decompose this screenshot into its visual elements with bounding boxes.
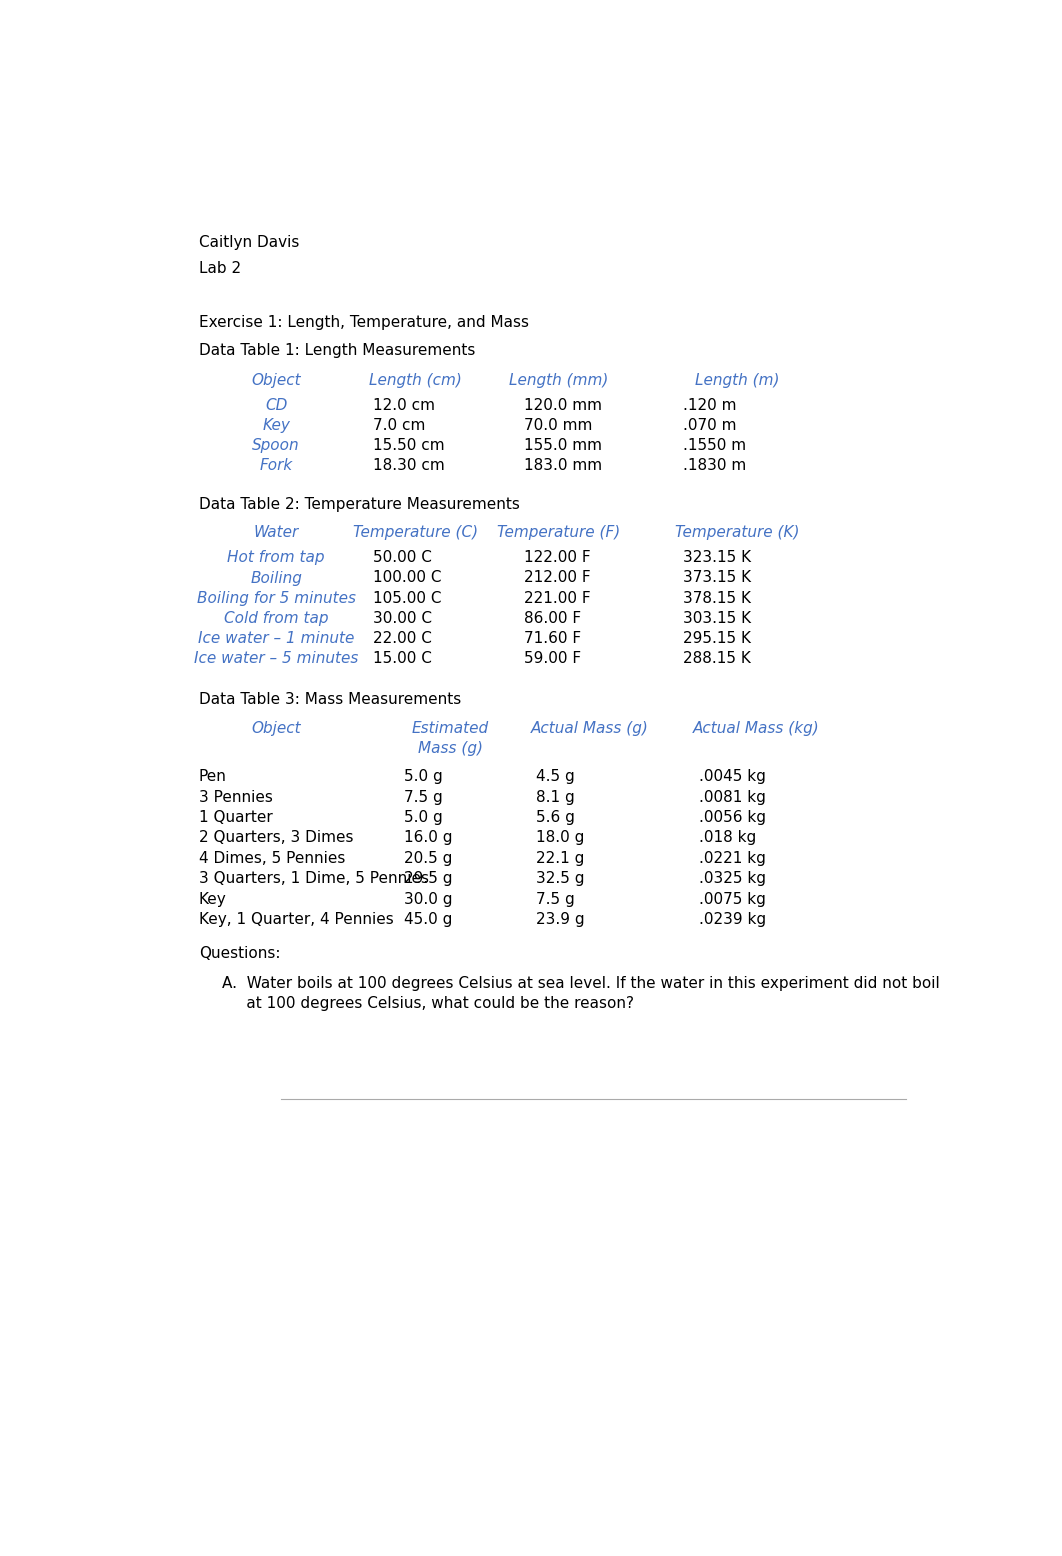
Text: 100.00 C: 100.00 C [373,571,442,585]
Text: 32.5 g: 32.5 g [535,871,584,887]
Text: .120 m: .120 m [683,398,737,412]
Text: Key: Key [262,419,290,433]
Text: Object: Object [252,373,301,389]
Text: 212.00 F: 212.00 F [525,571,590,585]
Text: 3 Pennies: 3 Pennies [199,789,273,804]
Text: 59.00 F: 59.00 F [525,650,581,666]
Text: Length (cm): Length (cm) [370,373,462,389]
Text: Exercise 1: Length, Temperature, and Mass: Exercise 1: Length, Temperature, and Mas… [199,314,529,330]
Text: .0239 kg: .0239 kg [699,912,766,927]
Text: Pen: Pen [199,769,226,784]
Text: .0081 kg: .0081 kg [699,789,766,804]
Text: .018 kg: .018 kg [699,831,756,845]
Text: 295.15 K: 295.15 K [683,630,751,646]
Text: 303.15 K: 303.15 K [683,610,751,626]
Text: .0325 kg: .0325 kg [699,871,766,887]
Text: 323.15 K: 323.15 K [683,551,751,565]
Text: Length (m): Length (m) [695,373,780,389]
Text: 50.00 C: 50.00 C [373,551,432,565]
Text: 23.9 g: 23.9 g [535,912,584,927]
Text: 12.0 cm: 12.0 cm [373,398,435,412]
Text: Key, 1 Quarter, 4 Pennies: Key, 1 Quarter, 4 Pennies [199,912,393,927]
Text: 221.00 F: 221.00 F [525,591,590,605]
Text: 22.1 g: 22.1 g [535,851,584,865]
Text: 86.00 F: 86.00 F [525,610,581,626]
Text: Fork: Fork [259,457,293,473]
Text: 7.5 g: 7.5 g [535,892,575,907]
Text: 288.15 K: 288.15 K [683,650,751,666]
Text: 45.0 g: 45.0 g [404,912,452,927]
Text: 5.0 g: 5.0 g [404,769,443,784]
Text: Key: Key [199,892,226,907]
Text: Spoon: Spoon [253,439,299,453]
Text: .070 m: .070 m [683,419,737,433]
Text: Object: Object [252,722,301,736]
Text: Data Table 3: Mass Measurements: Data Table 3: Mass Measurements [199,692,461,706]
Text: 155.0 mm: 155.0 mm [525,439,602,453]
Text: 120.0 mm: 120.0 mm [525,398,602,412]
Text: 22.00 C: 22.00 C [373,630,432,646]
Text: Estimated: Estimated [412,722,490,736]
Text: CD: CD [264,398,288,412]
Text: 183.0 mm: 183.0 mm [525,457,602,473]
Text: .0075 kg: .0075 kg [699,892,766,907]
Text: at 100 degrees Celsius, what could be the reason?: at 100 degrees Celsius, what could be th… [222,996,634,1010]
Text: 5.6 g: 5.6 g [535,811,575,825]
Text: Actual Mass (g): Actual Mass (g) [531,722,649,736]
Text: .1550 m: .1550 m [683,439,747,453]
Text: Data Table 1: Length Measurements: Data Table 1: Length Measurements [199,342,475,358]
Text: .0056 kg: .0056 kg [699,811,766,825]
Text: Lab 2: Lab 2 [199,261,241,275]
Text: 378.15 K: 378.15 K [683,591,751,605]
Text: 2 Quarters, 3 Dimes: 2 Quarters, 3 Dimes [199,831,354,845]
Text: Ice water – 1 minute: Ice water – 1 minute [198,630,355,646]
Text: 18.30 cm: 18.30 cm [373,457,445,473]
Text: 5.0 g: 5.0 g [404,811,443,825]
Text: Questions:: Questions: [199,946,280,962]
Text: 373.15 K: 373.15 K [683,571,751,585]
Text: 122.00 F: 122.00 F [525,551,590,565]
Text: Caitlyn Davis: Caitlyn Davis [199,235,299,251]
Text: 30.0 g: 30.0 g [404,892,452,907]
Text: 30.00 C: 30.00 C [373,610,432,626]
Text: 70.0 mm: 70.0 mm [525,419,593,433]
Text: 4 Dimes, 5 Pennies: 4 Dimes, 5 Pennies [199,851,345,865]
Text: Length (mm): Length (mm) [510,373,609,389]
Text: 15.50 cm: 15.50 cm [373,439,445,453]
Text: Cold from tap: Cold from tap [224,610,328,626]
Text: .0045 kg: .0045 kg [699,769,766,784]
Text: 20.5 g: 20.5 g [404,851,452,865]
Text: 18.0 g: 18.0 g [535,831,584,845]
Text: 7.5 g: 7.5 g [404,789,443,804]
Text: Actual Mass (kg): Actual Mass (kg) [693,722,820,736]
Text: .1830 m: .1830 m [683,457,747,473]
Text: Temperature (K): Temperature (K) [675,524,800,540]
Text: 105.00 C: 105.00 C [373,591,442,605]
Text: Water: Water [254,524,298,540]
Text: Boiling for 5 minutes: Boiling for 5 minutes [196,591,356,605]
Text: A.  Water boils at 100 degrees Celsius at sea level. If the water in this experi: A. Water boils at 100 degrees Celsius at… [222,976,940,991]
Text: Data Table 2: Temperature Measurements: Data Table 2: Temperature Measurements [199,496,519,512]
Text: 71.60 F: 71.60 F [525,630,581,646]
Text: 7.0 cm: 7.0 cm [373,419,426,433]
Text: 16.0 g: 16.0 g [404,831,452,845]
Text: 8.1 g: 8.1 g [535,789,575,804]
Text: Hot from tap: Hot from tap [227,551,325,565]
Text: 3 Quarters, 1 Dime, 5 Pennies: 3 Quarters, 1 Dime, 5 Pennies [199,871,429,887]
Text: 15.00 C: 15.00 C [373,650,432,666]
Text: Temperature (F): Temperature (F) [497,524,620,540]
Text: Temperature (C): Temperature (C) [353,524,478,540]
Text: Ice water – 5 minutes: Ice water – 5 minutes [194,650,358,666]
Text: Mass (g): Mass (g) [418,742,483,756]
Text: 29.5 g: 29.5 g [404,871,452,887]
Text: 1 Quarter: 1 Quarter [199,811,272,825]
Text: Boiling: Boiling [251,571,302,585]
Text: 4.5 g: 4.5 g [535,769,575,784]
Text: .0221 kg: .0221 kg [699,851,766,865]
